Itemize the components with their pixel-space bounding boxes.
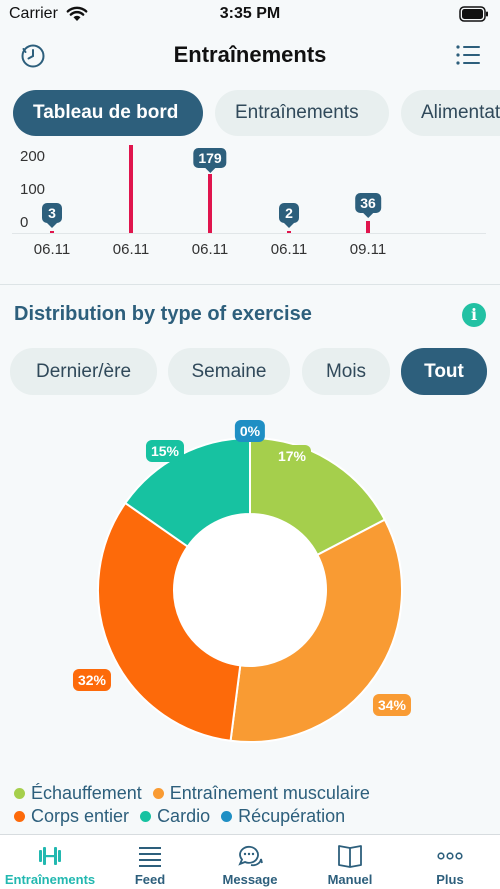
info-icon[interactable]: i <box>462 303 486 327</box>
book-icon <box>338 845 362 868</box>
bar-value-label: 2 <box>279 203 299 228</box>
legend-dot <box>140 811 152 822</box>
distribution-title: Distribution by type of exercise <box>14 303 312 325</box>
bar-value-label: 179 <box>193 148 227 173</box>
legend-item: Échauffement <box>14 782 142 805</box>
legend-dot <box>14 811 25 822</box>
status-bar: Carrier 3:35 PM <box>0 0 500 30</box>
nav-header: Entraînements <box>0 30 500 82</box>
carrier-label: Carrier <box>9 5 58 22</box>
bottom-tab-message[interactable]: Message <box>200 835 300 889</box>
legend-dot <box>14 788 25 799</box>
bottom-tab-manual[interactable]: Manuel <box>300 835 400 889</box>
tab-workouts[interactable]: Entraînements <box>215 90 389 136</box>
legend-dot <box>221 811 233 822</box>
bar[interactable] <box>366 221 370 233</box>
history-clock-icon[interactable] <box>20 43 46 69</box>
legend-label: Cardio <box>157 806 211 826</box>
bar[interactable] <box>129 145 133 233</box>
donut-chart: 17% 34% 32% 15% 0% <box>0 405 500 765</box>
slice-percent-label: 15% <box>145 440 185 462</box>
tab-nutrition[interactable]: Alimentation <box>401 90 500 136</box>
bottom-tab-label: Manuel <box>327 872 373 887</box>
bar[interactable] <box>50 231 54 233</box>
page-title: Entraînements <box>173 42 327 67</box>
period-week[interactable]: Semaine <box>168 348 290 395</box>
x-tick-label: 06.11 <box>191 241 229 258</box>
period-last[interactable]: Dernier/ère <box>10 348 157 395</box>
bar[interactable] <box>287 231 291 233</box>
y-tick-label: 200 <box>20 148 46 165</box>
legend-dot <box>152 788 164 799</box>
feed-lines-icon <box>139 847 161 867</box>
slice-percent-label: 32% <box>72 669 112 691</box>
bar-value-label: 36 <box>355 193 381 219</box>
bottom-tab-label: Entraînements <box>4 872 96 887</box>
period-month[interactable]: Mois <box>302 348 390 395</box>
y-tick-label: 0 <box>20 214 29 231</box>
chat-bubbles-icon <box>238 845 263 867</box>
x-tick-label: 06.11 <box>270 241 308 258</box>
battery-icon <box>459 6 488 22</box>
legend-label: Récupération <box>238 806 346 826</box>
bar[interactable] <box>208 173 212 233</box>
more-dots-icon <box>437 852 463 860</box>
bottom-tab-label: Feed <box>134 872 166 887</box>
period-all[interactable]: Tout <box>401 348 487 395</box>
donut-hole <box>174 514 326 666</box>
wifi-icon <box>66 6 88 21</box>
bottom-tab-workouts[interactable]: Entraînements <box>0 835 100 889</box>
bottom-tab-more[interactable]: Plus <box>400 835 500 889</box>
clock-time: 3:35 PM <box>219 5 281 22</box>
slice-percent-label: 34% <box>372 694 412 716</box>
x-tick-label: 06.11 <box>112 241 150 258</box>
baseline <box>12 233 486 234</box>
dumbbell-icon <box>39 847 61 865</box>
legend-item: Corps entier <box>14 805 129 828</box>
bar-chart-card: 200 100 0 3 06.11 06.11 179 06.11 2 06.11 36 09.11 <box>0 145 500 285</box>
donut-svg <box>97 436 403 743</box>
x-tick-label: 09.11 <box>349 241 387 258</box>
chart-legend: Échauffement Entraînement musculaire Cor… <box>14 782 494 828</box>
list-menu-icon[interactable] <box>456 44 480 66</box>
legend-label: Échauffement <box>31 783 142 803</box>
slice-percent-label: 17% <box>272 445 312 467</box>
y-tick-label: 100 <box>20 181 46 198</box>
legend-label: Corps entier <box>31 806 130 826</box>
legend-item: Entraînement musculaire <box>152 782 370 805</box>
slice-percent-label: 0% <box>234 420 266 442</box>
tab-dashboard[interactable]: Tableau de bord <box>13 90 203 136</box>
legend-label: Entraînement musculaire <box>169 783 370 803</box>
bottom-tab-feed[interactable]: Feed <box>100 835 200 889</box>
bottom-tab-label: Plus <box>436 872 464 887</box>
x-tick-label: 06.11 <box>33 241 71 258</box>
bottom-tab-label: Message <box>222 872 278 887</box>
bar-value-label: 3 <box>42 203 62 228</box>
bottom-tab-bar: Entraînements Feed Message Manuel <box>0 834 500 889</box>
legend-item: Récupération <box>221 805 345 828</box>
legend-item: Cardio <box>140 805 210 828</box>
top-tabs: Tableau de bord Entraînements Alimentati… <box>0 88 500 140</box>
